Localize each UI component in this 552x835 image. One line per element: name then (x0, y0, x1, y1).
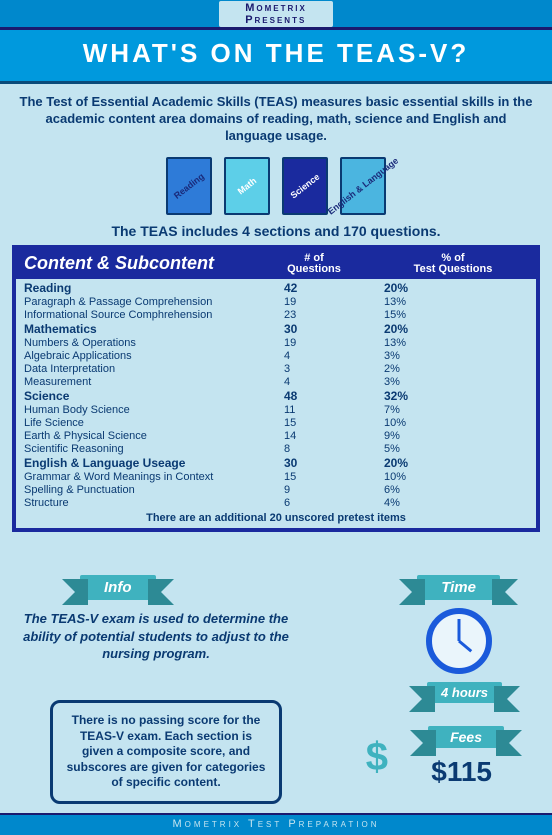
table-row: Scientific Reasoning85% (24, 443, 532, 456)
table-body: Reading4220%Paragraph & Passage Comprehe… (16, 279, 536, 510)
table-row: Structure64% (24, 497, 532, 510)
table-row: Human Body Science117% (24, 404, 532, 417)
score-box: There is no passing score for the TEAS-V… (50, 700, 282, 804)
table-row: Grammar & Word Meanings in Context1510% (24, 471, 532, 484)
table-row: Algebraic Applications43% (24, 350, 532, 363)
clock-icon (426, 608, 492, 674)
table-row: English & Language Useage3020% (24, 456, 532, 471)
info-text: The TEAS-V exam is used to determine the… (16, 610, 296, 663)
book-reading: Reading (166, 157, 212, 215)
th-percent: % ofTest Questions (374, 253, 532, 275)
subhead: The TEAS includes 4 sections and 170 que… (0, 219, 552, 245)
book-science: Science (282, 157, 328, 215)
footer: Mometrix Test Preparation (0, 813, 552, 835)
info-banner: Info (80, 575, 156, 600)
time-banner: Time (417, 575, 500, 600)
presents: Presents (245, 14, 306, 26)
page: Mometrix Presents What's On The TEAS-V? … (0, 0, 552, 835)
table-row: Spelling & Punctuation96% (24, 484, 532, 497)
table-row: Earth & Physical Science149% (24, 430, 532, 443)
table-header: Content & Subcontent # ofQuestions % ofT… (16, 249, 536, 279)
top-bar: Mometrix Presents (0, 0, 552, 30)
content-table: Content & Subcontent # ofQuestions % ofT… (12, 245, 540, 532)
price: $115 (431, 756, 492, 788)
table-row: Measurement43% (24, 376, 532, 389)
title-bar: What's On The TEAS-V? (0, 30, 552, 84)
table-row: Reading4220% (24, 281, 532, 296)
book-english: English & Language (340, 157, 386, 215)
table-row: Numbers & Operations1913% (24, 337, 532, 350)
hours-banner: 4 hours (427, 682, 502, 703)
table-row: Life Science1510% (24, 417, 532, 430)
book-math: Math (224, 157, 270, 215)
brand: Mometrix (245, 2, 307, 14)
page-title: What's On The TEAS-V? (0, 38, 552, 69)
fees-banner: Fees (428, 726, 504, 748)
th-questions: # ofQuestions (254, 253, 374, 275)
table-row: Informational Source Comphrehension2315% (24, 309, 532, 322)
table-footer: There are an additional 20 unscored pret… (16, 510, 536, 528)
table-row: Science4832% (24, 389, 532, 404)
brand-banner: Mometrix Presents (219, 1, 333, 27)
table-row: Paragraph & Passage Comprehension1913% (24, 296, 532, 309)
table-row: Mathematics3020% (24, 322, 532, 337)
dollar-icon: $ (366, 735, 388, 780)
book-row: Reading Math Science English & Language (0, 151, 552, 219)
th-content: Content & Subcontent (24, 253, 254, 275)
table-row: Data Interpretation32% (24, 363, 532, 376)
intro-text: The Test of Essential Academic Skills (T… (0, 84, 552, 151)
